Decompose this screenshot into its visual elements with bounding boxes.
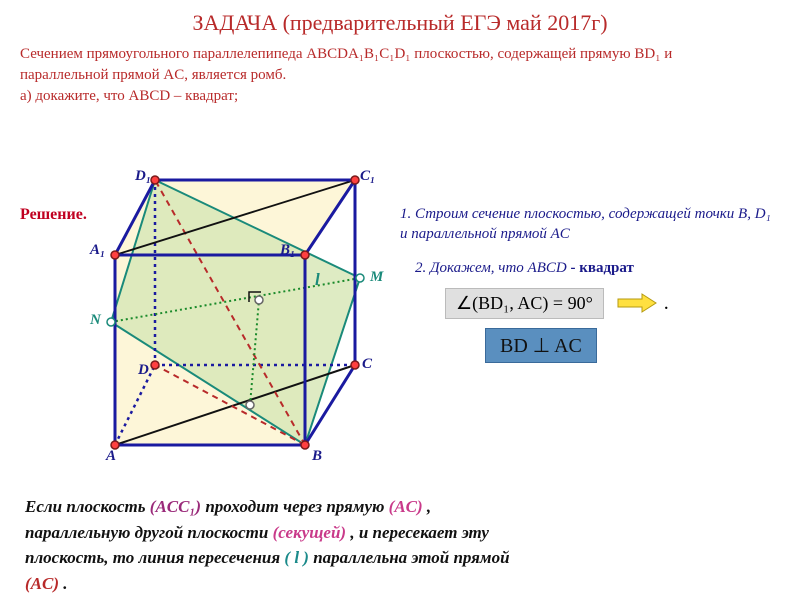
label-C1: C₁ bbox=[360, 168, 375, 185]
arrow-dot: . bbox=[664, 292, 669, 314]
formula-area: ∠(BD₁, AC) = 90° . BD ⊥ AC bbox=[445, 288, 669, 363]
label-N: N bbox=[90, 312, 101, 329]
t1a: Если плоскость bbox=[25, 497, 150, 516]
step-2-prefix: 2. Докажем, что ABCD bbox=[415, 260, 570, 276]
t2c: , и пересекает эту bbox=[350, 523, 489, 542]
t2a: параллельную другой плоскости bbox=[25, 523, 273, 542]
t2b: (секущей) bbox=[273, 523, 347, 542]
t1e: , bbox=[427, 497, 431, 516]
t1d: (AC) bbox=[389, 497, 423, 516]
t3b: ( l ) bbox=[284, 548, 309, 567]
problem-line-2: параллельной прямой AC, является ромб. bbox=[20, 67, 286, 83]
step-2: 2. Докажем, что ABCD - квадрат bbox=[415, 260, 775, 277]
label-l: l bbox=[315, 270, 320, 290]
step-1: 1. Строим сечение плоскостью, содержащей… bbox=[400, 205, 780, 244]
problem-line-3: а) докажите, что ABCD – квадрат; bbox=[20, 88, 238, 104]
label-A1: A₁ bbox=[90, 242, 105, 259]
label-A: A bbox=[106, 448, 116, 465]
arrow-icon bbox=[616, 291, 660, 320]
problem-statement: Сечением прямоугольного параллелепипеда … bbox=[20, 44, 780, 107]
t3c: параллельна этой прямой bbox=[313, 548, 509, 567]
problem-line-1: Сечением прямоугольного параллелепипеда … bbox=[20, 46, 672, 62]
t1c: проходит через прямую bbox=[205, 497, 388, 516]
bd-perp-box: BD ⊥ AC bbox=[485, 328, 597, 363]
t3a: плоскость, то линия пересечения bbox=[25, 548, 284, 567]
label-C: C bbox=[362, 356, 372, 373]
step-2-suffix: - квадрат bbox=[570, 260, 633, 276]
page-title: ЗАДАЧА (предварительный ЕГЭ май 2017г) bbox=[0, 10, 800, 36]
label-B: B bbox=[312, 448, 322, 465]
theorem-text: Если плоскость (ACC₁) проходит через пря… bbox=[25, 494, 780, 596]
label-D: D bbox=[138, 362, 149, 379]
t1b: (ACC₁) bbox=[150, 497, 201, 516]
diagram-svg bbox=[60, 170, 410, 470]
label-B1: B₁ bbox=[280, 242, 295, 259]
angle-formula-box: ∠(BD₁, AC) = 90° bbox=[445, 288, 604, 319]
label-D1: D₁ bbox=[135, 168, 151, 185]
t4b: . bbox=[63, 574, 67, 593]
t4a: (AC) bbox=[25, 574, 59, 593]
cube-diagram: D₁ C₁ A₁ B₁ A B C D M N l bbox=[60, 170, 380, 470]
label-M: M bbox=[370, 269, 383, 286]
